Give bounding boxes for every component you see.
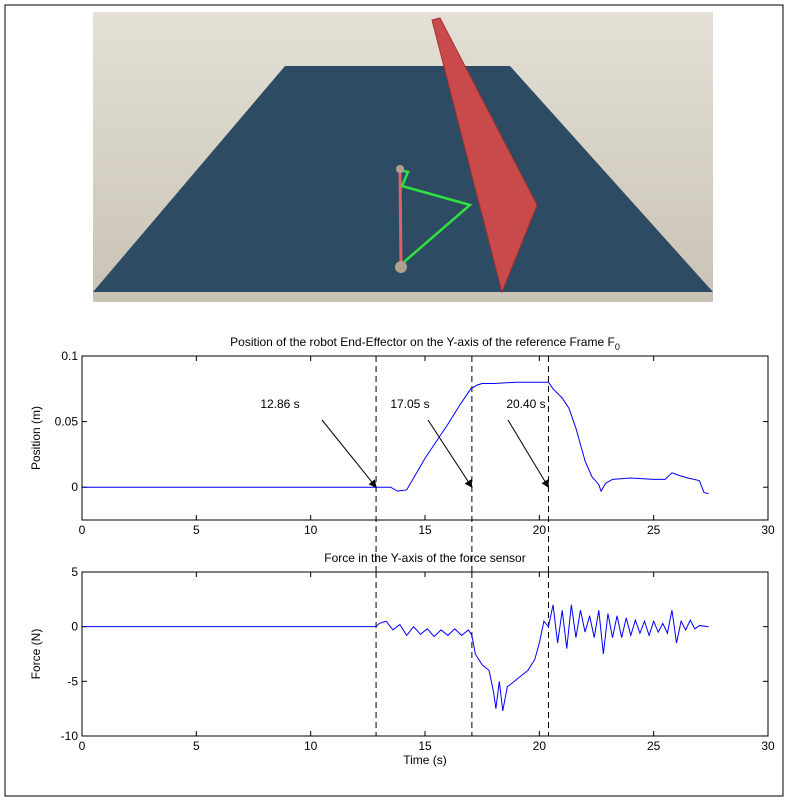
x-tick-label: 20 bbox=[533, 523, 547, 537]
x-tick-label: 25 bbox=[647, 523, 661, 537]
x-tick-label: 30 bbox=[761, 739, 775, 753]
chart-title: Position of the robot End-Effector on th… bbox=[230, 335, 620, 352]
title-subscript: 0 bbox=[615, 342, 620, 352]
annotation: 17.05 s bbox=[390, 397, 429, 411]
annotation: 20.40 s bbox=[506, 397, 545, 411]
wall bbox=[431, 17, 538, 294]
trajectory bbox=[399, 168, 473, 263]
annotation-arrow bbox=[321, 419, 377, 488]
robot-link bbox=[398, 169, 403, 267]
y-axis-label: Force (N) bbox=[29, 629, 43, 680]
scene bbox=[93, 12, 713, 302]
robot-joint bbox=[396, 165, 404, 173]
x-tick-label: 5 bbox=[193, 739, 200, 753]
y-tick-label: -10 bbox=[61, 729, 79, 743]
y-tick-label: 5 bbox=[71, 565, 78, 579]
frame bbox=[4, 4, 784, 797]
y-tick-label: 0.05 bbox=[55, 415, 79, 429]
annotation-arrow bbox=[507, 419, 549, 489]
x-tick-label: 15 bbox=[418, 739, 432, 753]
x-tick-label: 20 bbox=[533, 739, 547, 753]
series-line bbox=[82, 381, 709, 495]
series-line bbox=[82, 604, 709, 711]
annotation: 12.86 s bbox=[260, 397, 299, 411]
y-tick-label: 0.1 bbox=[61, 349, 78, 363]
y-tick-label: -5 bbox=[67, 674, 78, 688]
y-axis-label: Position (m) bbox=[29, 406, 43, 470]
x-tick-label: 0 bbox=[79, 523, 86, 537]
title-text: Position of the robot End-Effector on th… bbox=[230, 335, 615, 349]
y-tick-label: 0 bbox=[71, 620, 78, 634]
annotation-arrow bbox=[427, 419, 473, 489]
robot-base bbox=[395, 261, 407, 273]
x-tick-label: 25 bbox=[647, 739, 661, 753]
table bbox=[93, 66, 713, 292]
chart-title: Force in the Y-axis of the force sensor bbox=[324, 551, 525, 565]
x-axis-label: Time (s) bbox=[403, 753, 447, 767]
y-tick-label: 0 bbox=[71, 480, 78, 494]
x-tick-label: 15 bbox=[418, 523, 432, 537]
x-tick-label: 10 bbox=[304, 739, 318, 753]
x-tick-label: 5 bbox=[193, 523, 200, 537]
axes-box bbox=[81, 571, 769, 737]
x-tick-label: 30 bbox=[761, 523, 775, 537]
x-tick-label: 10 bbox=[304, 523, 318, 537]
axes-box bbox=[81, 355, 769, 521]
x-tick-label: 0 bbox=[79, 739, 86, 753]
